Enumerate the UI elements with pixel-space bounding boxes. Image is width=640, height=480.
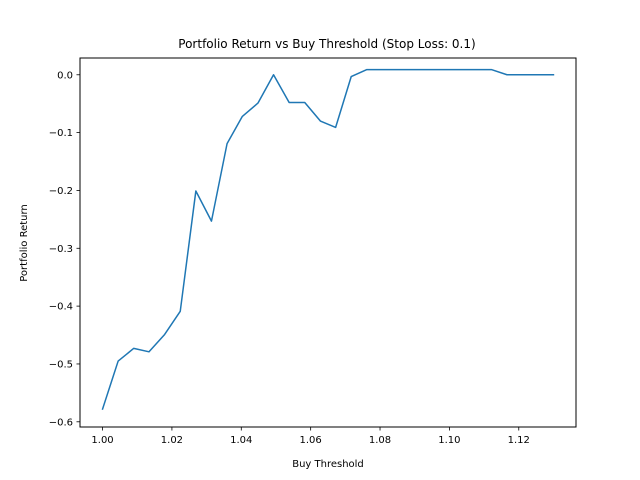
y-tick-label: −0.1 xyxy=(49,128,73,139)
x-tick-label: 1.06 xyxy=(300,435,322,446)
x-tick-label: 1.00 xyxy=(91,435,113,446)
plot-frame xyxy=(79,57,577,428)
y-axis-label: Portfolio Return xyxy=(19,204,30,282)
y-tick-label: −0.2 xyxy=(49,186,73,197)
series-line-0 xyxy=(101,68,555,411)
x-tick-label: 1.10 xyxy=(438,435,460,446)
x-axis-ticks: 1.00 1.02 1.04 1.06 1.08 1.10 1.12 xyxy=(91,427,530,446)
plot-lines xyxy=(101,68,555,411)
y-tick-label: 0.0 xyxy=(57,70,73,81)
y-tick-label: −0.3 xyxy=(49,244,73,255)
y-tick-label: −0.6 xyxy=(49,417,73,428)
x-axis-label: Buy Threshold xyxy=(292,459,364,470)
y-tick-label: −0.5 xyxy=(49,359,73,370)
x-tick-label: 1.08 xyxy=(369,435,391,446)
y-axis-ticks: 0.0 −0.1 −0.2 −0.3 −0.4 −0.5 −0.6 xyxy=(49,70,80,428)
chart-title: Portfolio Return vs Buy Threshold (Stop … xyxy=(178,37,475,51)
x-tick-label: 1.02 xyxy=(161,435,183,446)
x-tick-label: 1.12 xyxy=(508,435,530,446)
x-tick-label: 1.04 xyxy=(230,435,252,446)
y-tick-label: −0.4 xyxy=(49,302,73,313)
